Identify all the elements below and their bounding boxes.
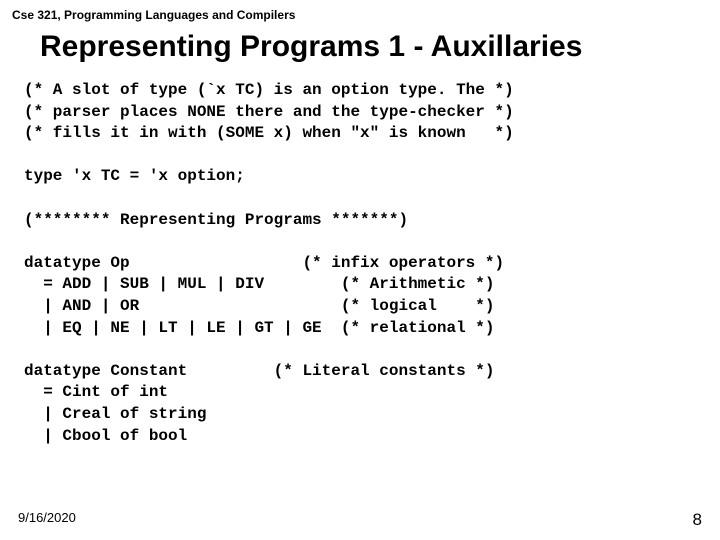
footer-date: 9/16/2020 (18, 510, 76, 530)
course-header: Cse 321, Programming Languages and Compi… (0, 0, 720, 26)
footer: 9/16/2020 8 (0, 510, 720, 530)
page-number: 8 (693, 510, 702, 530)
code-content: (* A slot of type (`x TC) is an option t… (0, 80, 720, 447)
slide-title: Representing Programs 1 - Auxillaries (0, 26, 720, 80)
